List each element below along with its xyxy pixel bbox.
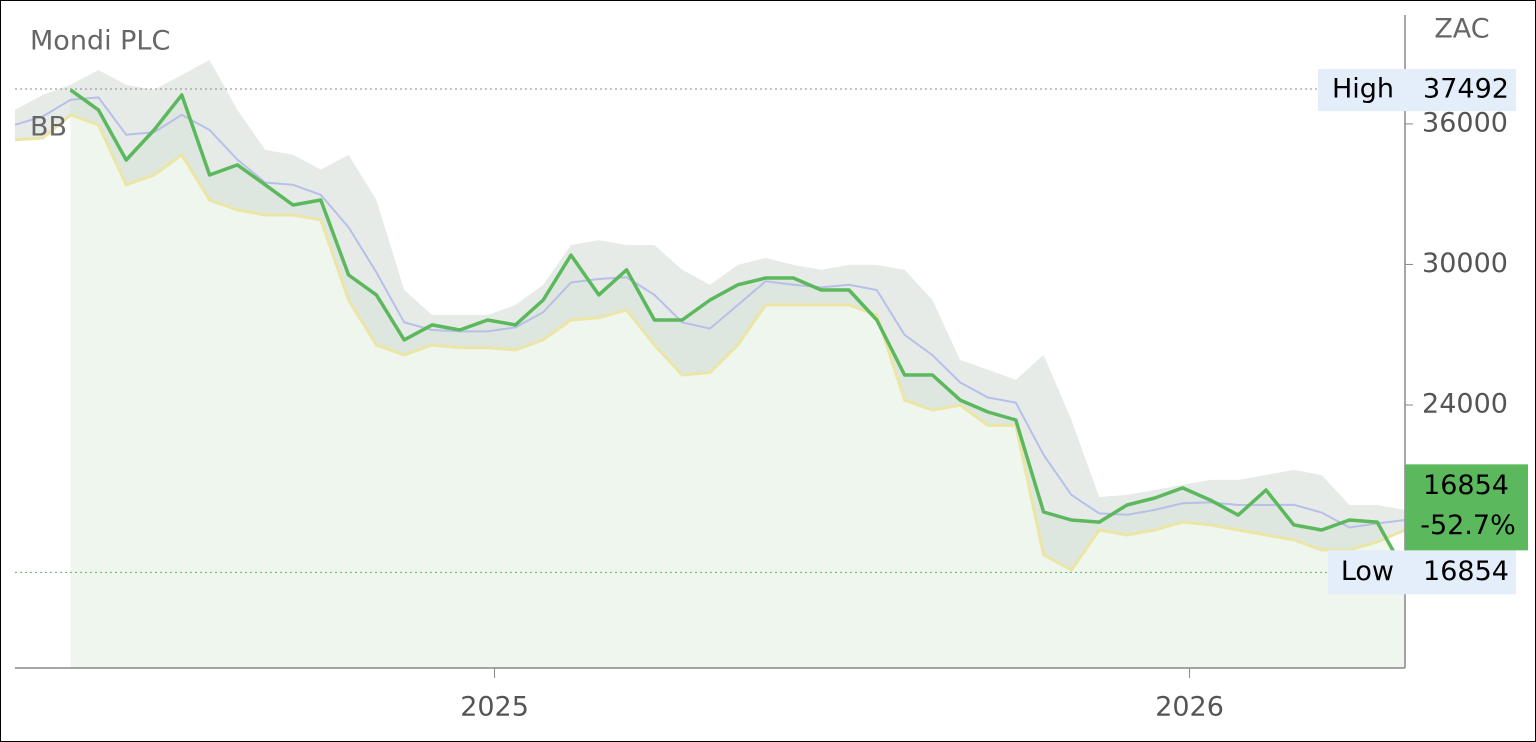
bollinger-lower [14,113,1406,572]
plot [14,60,1407,668]
high-value: 37492 [1423,73,1509,104]
bollinger-band [15,60,1405,570]
y-tick-label: 36000 [1422,107,1508,138]
price-area [70,89,1406,668]
x-tick-label: 2025 [460,692,529,723]
x-tick-label: 2026 [1155,692,1224,723]
high-label: High [1332,73,1394,104]
last-price-box [1405,464,1528,551]
chart-title: Mondi PLC [30,26,170,57]
low-box [1328,550,1516,595]
bollinger-middle [14,96,1406,529]
last-change: -52.7% [1420,510,1516,541]
last-price: 16854 [1423,470,1509,501]
low-label: Low [1341,556,1394,587]
y-tick-label: 30000 [1422,248,1508,279]
high-box [1318,68,1516,111]
legend-entry: BB [30,112,67,143]
y-tick-label: 24000 [1422,388,1508,419]
y-axis-label: ZAC [1434,14,1489,45]
low-value: 16854 [1423,556,1509,587]
price-line [69,88,1407,574]
